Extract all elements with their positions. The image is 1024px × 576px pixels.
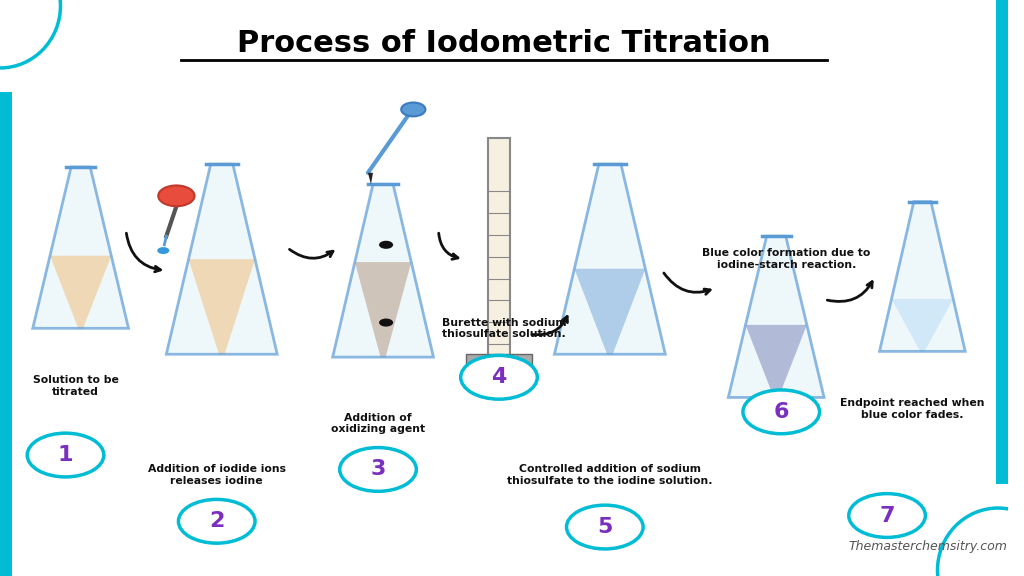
FancyBboxPatch shape <box>0 478 12 576</box>
Circle shape <box>159 185 195 206</box>
Text: 5: 5 <box>597 517 612 537</box>
Polygon shape <box>355 262 412 357</box>
Text: Endpoint reached when
blue color fades.: Endpoint reached when blue color fades. <box>840 398 984 420</box>
Text: 6: 6 <box>773 402 788 422</box>
Polygon shape <box>745 325 807 397</box>
Polygon shape <box>728 236 824 397</box>
Text: 4: 4 <box>492 367 507 387</box>
Text: Addition of
oxidizing agent: Addition of oxidizing agent <box>331 412 425 434</box>
Circle shape <box>401 103 425 116</box>
Circle shape <box>743 390 819 434</box>
FancyBboxPatch shape <box>487 138 510 380</box>
FancyBboxPatch shape <box>996 92 1008 484</box>
Circle shape <box>849 494 926 537</box>
Polygon shape <box>33 167 129 328</box>
Text: 1: 1 <box>57 445 74 465</box>
Text: Addition of iodide ions
releases iodine: Addition of iodide ions releases iodine <box>147 464 286 486</box>
Polygon shape <box>574 268 645 354</box>
Circle shape <box>566 505 643 549</box>
Circle shape <box>461 355 538 399</box>
Text: 2: 2 <box>209 511 224 531</box>
Polygon shape <box>368 173 373 184</box>
Text: 7: 7 <box>880 506 895 525</box>
Circle shape <box>28 433 103 477</box>
Circle shape <box>379 319 393 327</box>
FancyBboxPatch shape <box>996 0 1008 98</box>
Polygon shape <box>493 361 506 397</box>
Polygon shape <box>188 259 255 354</box>
Text: 3: 3 <box>371 460 386 479</box>
Text: Burette with sodium
thiosulfate solution.: Burette with sodium thiosulfate solution… <box>441 317 566 339</box>
Polygon shape <box>892 299 953 351</box>
FancyBboxPatch shape <box>466 354 532 368</box>
Circle shape <box>379 241 393 249</box>
Polygon shape <box>880 202 966 351</box>
Circle shape <box>340 448 417 491</box>
Text: Blue color formation due to
iodine-starch reaction.: Blue color formation due to iodine-starc… <box>702 248 870 270</box>
Text: Solution to be
titrated: Solution to be titrated <box>33 375 119 397</box>
Polygon shape <box>333 184 433 357</box>
Circle shape <box>158 247 169 254</box>
Polygon shape <box>166 164 278 354</box>
Polygon shape <box>50 256 112 328</box>
Polygon shape <box>554 164 666 354</box>
Circle shape <box>178 499 255 543</box>
Text: Themasterchemsitry.com: Themasterchemsitry.com <box>848 540 1007 553</box>
Text: Controlled addition of sodium
thiosulfate to the iodine solution.: Controlled addition of sodium thiosulfat… <box>507 464 713 486</box>
FancyBboxPatch shape <box>0 92 12 484</box>
Text: Process of Iodometric Titration: Process of Iodometric Titration <box>238 29 771 58</box>
